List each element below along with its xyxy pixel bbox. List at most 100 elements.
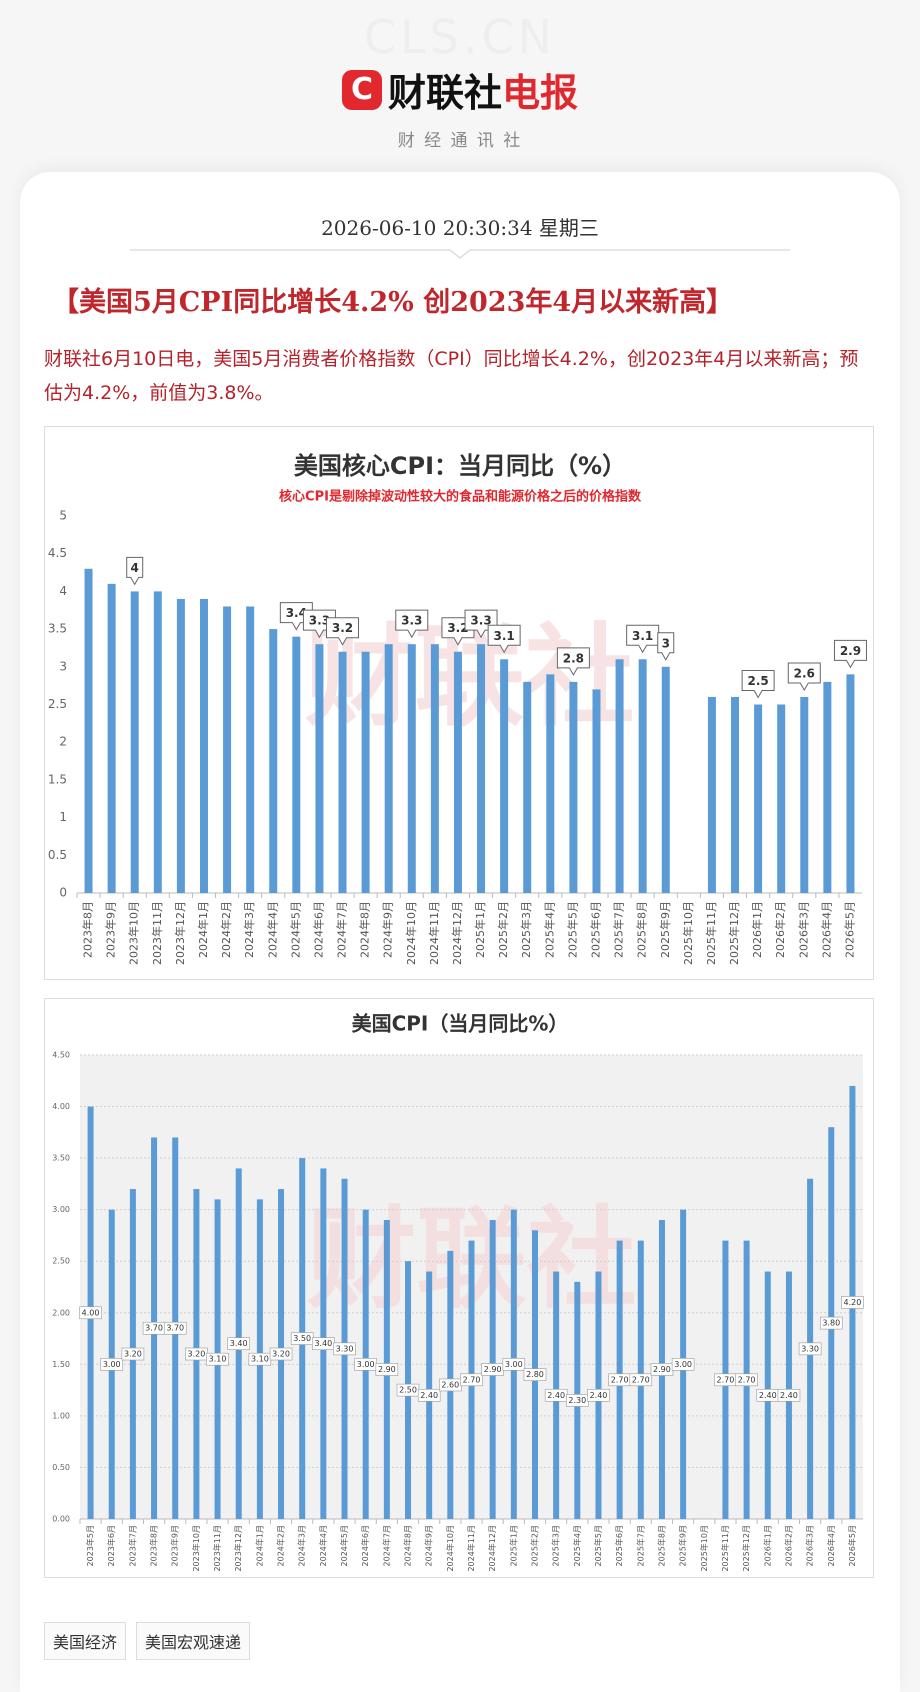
data-label: 3.3 [309,614,330,628]
data-label: 3.00 [674,1360,692,1369]
data-label: 3 [662,636,670,650]
data-label: 3.2 [447,621,468,635]
bar [453,651,462,893]
data-label: 2.70 [463,1375,481,1384]
data-label-box [269,1347,293,1361]
callout-box [833,639,867,669]
bar [176,598,185,893]
y-tick-label: 2.00 [52,1308,70,1317]
x-tick-label: 2024年4月 [318,1525,328,1566]
x-tick-label: 2024年12月 [487,1525,497,1572]
x-tick-label: 2026年2月 [773,901,787,958]
data-label: 3.20 [124,1350,142,1359]
callout-box [487,624,521,654]
data-label-box [523,1368,547,1381]
x-tick-label: 2025年1月 [473,901,487,958]
data-label: 3.30 [336,1344,354,1353]
data-label: 3.00 [357,1360,375,1369]
data-label: 2.5 [747,674,768,688]
data-label: 2.40 [780,1391,798,1400]
y-tick-label: 3.00 [52,1205,70,1214]
x-tick-label: 2023年12月 [173,901,187,965]
bar [615,659,624,893]
data-label: 3.10 [251,1355,269,1364]
data-label: 3.4 [286,606,307,620]
bar [315,644,324,893]
data-label: 2.80 [526,1370,544,1379]
x-tick-label: 2024年12月 [450,901,464,965]
bar [661,666,670,893]
data-label-box [333,1342,356,1356]
x-tick-label: 2024年10月 [445,1525,455,1572]
data-label-box [629,1373,653,1387]
data-label: 2.40 [759,1391,777,1400]
data-label: 4.00 [82,1308,100,1317]
tag[interactable]: 美国宏观速递 [136,1622,251,1660]
y-tick-label: 3.5 [48,622,67,636]
tag[interactable]: 美国经济 [44,1622,127,1660]
data-label-box [819,1316,843,1330]
data-label: 3.2 [332,621,353,635]
x-tick-label: 2024年6月 [311,901,325,958]
x-tick-label: 2026年4月 [819,901,833,958]
y-tick-label: 2 [59,735,67,749]
tags: 美国经济 美国宏观速递 [44,1622,251,1660]
x-tick-label: 2025年9月 [678,1525,688,1566]
x-tick-label: 2025年3月 [519,901,533,958]
x-tick-label: 2026年3月 [805,1525,815,1566]
data-label: 3.20 [272,1350,290,1359]
data-label: 3.30 [801,1344,819,1353]
bar [846,674,855,893]
x-tick-label: 2023年10月 [127,901,141,965]
x-tick-label: 2024年2月 [276,1525,286,1566]
x-tick-label: 2026年3月 [796,901,810,958]
bar [292,636,301,893]
bar [754,704,763,893]
x-tick-label: 2025年3月 [551,1525,561,1566]
callout-box [626,624,660,654]
y-tick-label: 0.5 [48,848,67,862]
x-tick-label: 2026年1月 [762,1525,772,1566]
x-tick-label: 2023年6月 [106,1525,116,1566]
bar [731,696,740,893]
x-tick-label: 2024年8月 [403,1525,413,1566]
x-tick-label: 2023年10月 [191,1525,201,1572]
watermark: CLS.CN [363,10,557,64]
data-label: 3.40 [314,1339,332,1348]
x-tick-label: 2026年4月 [826,1525,836,1566]
callout-box [464,609,498,639]
bar [130,591,139,893]
callout-box [302,609,336,639]
callout-box [556,647,590,676]
logo-accent: 电报 [502,71,579,115]
article-body: 财联社6月10日电，美国5月消费者价格指数（CPI）同比增长4.2%，创2023… [44,348,859,404]
x-tick-label: 2026年5月 [842,901,856,958]
data-label: 2.60 [441,1380,459,1389]
data-label: 2.40 [547,1391,565,1400]
x-tick-label: 2023年12月 [233,1525,243,1572]
x-tick-label: 2025年2月 [529,1525,539,1566]
x-tick-label: 2023年5月 [85,1525,95,1566]
x-tick-label: 2024年1月 [196,901,210,958]
x-tick-label: 2025年12月 [727,901,741,965]
y-tick-label: 2.50 [52,1257,70,1266]
x-tick-label: 2024年8月 [358,901,372,958]
data-label: 2.70 [717,1375,735,1384]
x-tick-label: 2023年9月 [104,901,118,958]
x-tick-label: 2024年5月 [339,1525,349,1566]
data-label: 3.00 [505,1360,523,1369]
x-tick-label: 2025年6月 [588,901,602,958]
bar [777,704,786,893]
x-tick-label: 2024年11月 [427,901,441,965]
data-label-box [841,1296,864,1309]
x-tick-label: 2025年8月 [656,1525,666,1566]
data-label-box [460,1373,483,1387]
y-tick-label: 1.5 [48,772,67,786]
bar [477,644,486,893]
data-label: 3.50 [293,1334,311,1343]
x-tick-label: 2026年1月 [750,901,764,958]
cpi-chart: 财联社美国CPI（当月同比%）0.000.501.001.502.002.503… [44,998,874,1578]
x-tick-label: 2025年10月 [681,901,695,965]
bar [523,681,532,893]
bar [500,659,509,893]
